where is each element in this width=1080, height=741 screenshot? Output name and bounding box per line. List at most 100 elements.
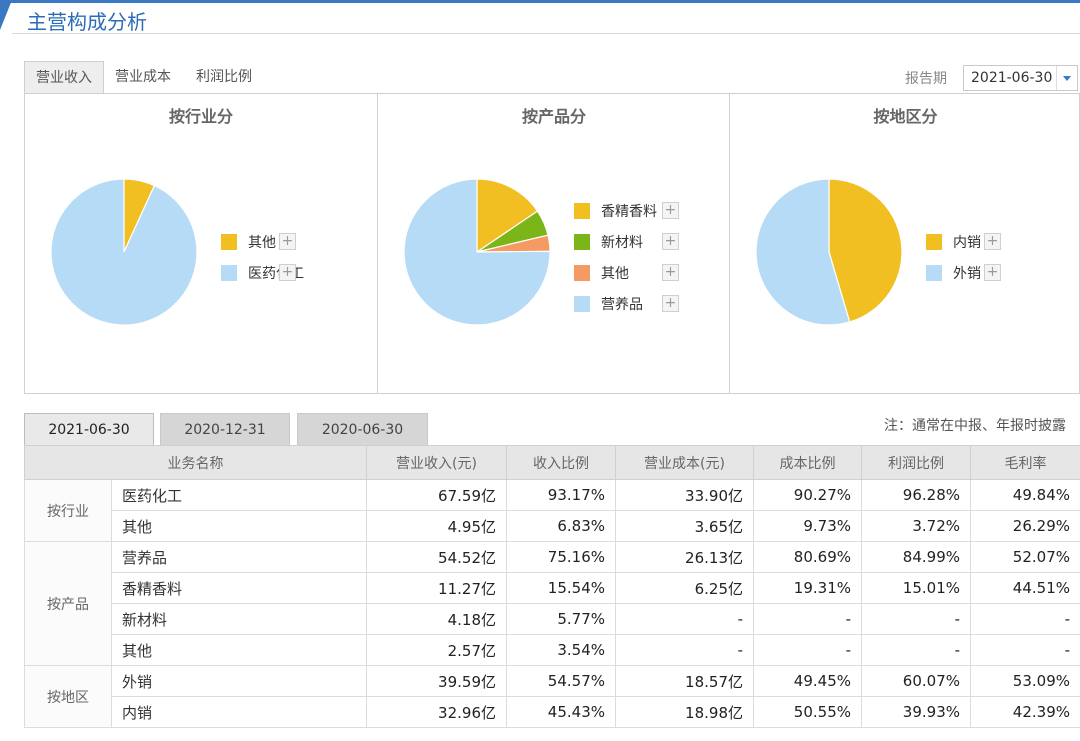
pie-slice — [828, 178, 903, 323]
pie-slice — [403, 178, 551, 326]
legend-swatch — [221, 265, 237, 281]
cell-revenue: 67.59亿 — [366, 479, 507, 511]
header-corner-decoration — [0, 0, 12, 30]
legend-label: 其他 — [601, 266, 629, 282]
row-name: 香精香料 — [111, 572, 367, 604]
row-name: 外销 — [111, 665, 367, 697]
cell-cost: 6.25亿 — [615, 572, 754, 604]
cell-gross-margin: - — [970, 603, 1080, 635]
period-tab-2020-12-31[interactable]: 2020-12-31 — [160, 413, 290, 446]
cell-revenue: 54.52亿 — [366, 541, 507, 573]
cell-revenue-ratio: 15.54% — [506, 572, 616, 604]
group-label: 按行业 — [24, 479, 112, 542]
plus-icon[interactable]: + — [984, 233, 1001, 250]
group-label: 按产品 — [24, 541, 112, 666]
cell-cost: - — [615, 603, 754, 635]
header-divider — [12, 33, 1080, 34]
column-header: 毛利率 — [970, 445, 1080, 480]
chart-panel-region: 按地区分 内销 + 外销 + — [729, 94, 1080, 394]
cell-cost-ratio: 19.31% — [753, 572, 862, 604]
cell-revenue-ratio: 93.17% — [506, 479, 616, 511]
cell-gross-margin: 26.29% — [970, 510, 1080, 542]
row-name: 内销 — [111, 696, 367, 728]
report-period-select[interactable]: 2021-06-30 — [963, 65, 1078, 91]
cell-revenue: 39.59亿 — [366, 665, 507, 697]
legend-label: 其他 — [248, 235, 276, 251]
pie-chart-region — [755, 178, 903, 326]
period-tab-2021-06-30[interactable]: 2021-06-30 — [24, 413, 154, 446]
group-label: 按地区 — [24, 665, 112, 728]
legend-label: 外销 — [953, 266, 981, 282]
plus-icon[interactable]: + — [662, 264, 679, 281]
table-row: 其他 4.95亿 6.83% 3.65亿 9.73% 3.72% 26.29% — [25, 510, 1080, 542]
row-name: 新材料 — [111, 603, 367, 635]
report-period-label: 报告期 — [905, 71, 947, 87]
plus-icon[interactable]: + — [984, 264, 1001, 281]
cell-gross-margin: 42.39% — [970, 696, 1080, 728]
chart-panel-product: 按产品分 香精香料 + 新材料 + 其他 + 营养品 + — [377, 94, 730, 394]
cell-profit-ratio: - — [861, 634, 971, 666]
plus-icon[interactable]: + — [662, 295, 679, 312]
plus-icon[interactable]: + — [279, 233, 296, 250]
cell-revenue: 4.18亿 — [366, 603, 507, 635]
cell-revenue-ratio: 3.54% — [506, 634, 616, 666]
cell-cost: 18.98亿 — [615, 696, 754, 728]
chart-title: 按地区分 — [873, 107, 938, 126]
legend-swatch — [574, 234, 590, 250]
row-name: 其他 — [111, 510, 367, 542]
table-row: 内销 32.96亿 45.43% 18.98亿 50.55% 39.93% 42… — [25, 696, 1080, 728]
chart-title: 按行业分 — [168, 107, 233, 126]
legend-swatch — [574, 203, 590, 219]
plus-icon[interactable]: + — [662, 202, 679, 219]
cell-revenue: 2.57亿 — [366, 634, 507, 666]
cell-gross-margin: 52.07% — [970, 541, 1080, 573]
cell-cost-ratio: 90.27% — [753, 479, 862, 511]
period-tab-2020-06-30[interactable]: 2020-06-30 — [297, 413, 428, 446]
cell-cost-ratio: - — [753, 634, 862, 666]
table-row: 按地区 外销 39.59亿 54.57% 18.57亿 49.45% 60.07… — [24, 665, 1080, 728]
chevron-down-icon[interactable] — [1056, 66, 1077, 90]
cell-cost: 33.90亿 — [615, 479, 754, 511]
cell-cost-ratio: 49.45% — [753, 665, 862, 697]
cell-cost-ratio: 80.69% — [753, 541, 862, 573]
cell-cost: - — [615, 634, 754, 666]
legend-label: 新材料 — [601, 235, 643, 251]
legend-swatch — [574, 296, 590, 312]
cell-profit-ratio: 3.72% — [861, 510, 971, 542]
legend-swatch — [926, 234, 942, 250]
pie-slice — [755, 178, 851, 326]
pie-slice — [50, 178, 198, 326]
header-accent-line — [0, 0, 1080, 3]
cell-revenue-ratio: 6.83% — [506, 510, 616, 542]
column-header: 成本比例 — [753, 445, 862, 480]
cell-revenue: 4.95亿 — [366, 510, 507, 542]
table-header-row: 业务名称 营业收入(元) 收入比例 营业成本(元) 成本比例 利润比例 毛利率 — [24, 445, 1080, 480]
column-header: 营业成本(元) — [615, 445, 754, 480]
tab-revenue[interactable]: 营业收入 — [24, 61, 104, 93]
cell-profit-ratio: 96.28% — [861, 479, 971, 511]
cell-cost-ratio: 50.55% — [753, 696, 862, 728]
tab-cost[interactable]: 营业成本 — [115, 69, 171, 85]
page-title: 主营构成分析 — [27, 10, 147, 34]
cell-revenue-ratio: 45.43% — [506, 696, 616, 728]
table-row: 其他 2.57亿 3.54% - - - - — [25, 634, 1080, 666]
column-header: 利润比例 — [861, 445, 971, 480]
cell-profit-ratio: - — [861, 603, 971, 635]
chart-title: 按产品分 — [521, 107, 586, 126]
pie-chart-product — [403, 178, 551, 326]
cell-profit-ratio: 39.93% — [861, 696, 971, 728]
table-row: 按行业 医药化工 67.59亿 93.17% 33.90亿 90.27% 96.… — [24, 479, 1080, 542]
table-row: 按产品 营养品 54.52亿 75.16% 26.13亿 80.69% 84.9… — [24, 541, 1080, 666]
table-row: 新材料 4.18亿 5.77% - - - - — [25, 603, 1080, 635]
plus-icon[interactable]: + — [662, 233, 679, 250]
row-name: 其他 — [111, 634, 367, 666]
legend-swatch — [221, 234, 237, 250]
legend-swatch — [926, 265, 942, 281]
plus-icon[interactable]: + — [279, 264, 296, 281]
section-header: 主营构成分析 — [0, 0, 1080, 34]
cell-profit-ratio: 84.99% — [861, 541, 971, 573]
disclosure-note: 注：通常在中报、年报时披露 — [884, 418, 1066, 434]
column-header: 业务名称 — [24, 445, 367, 480]
legend-label: 香精香料 — [601, 204, 657, 220]
tab-profit-ratio[interactable]: 利润比例 — [196, 69, 252, 85]
